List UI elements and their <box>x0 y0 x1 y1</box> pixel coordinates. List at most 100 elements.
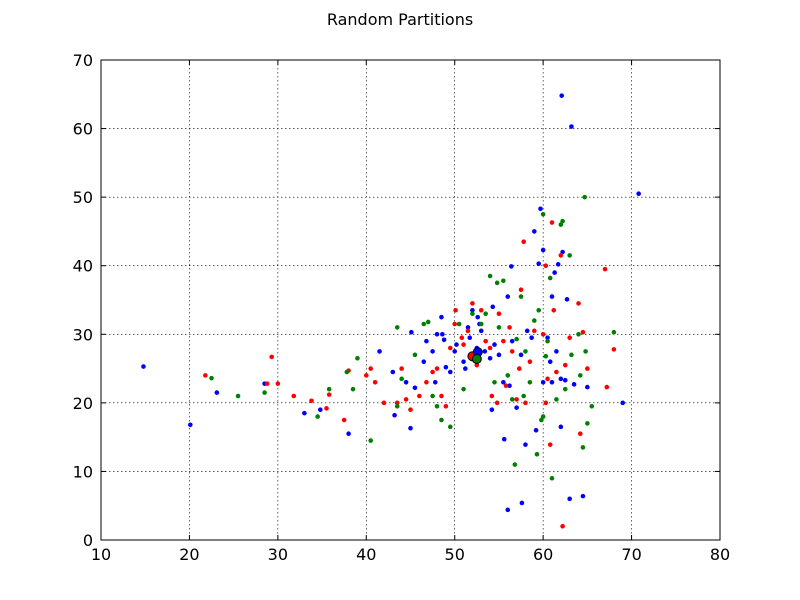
scatter-point <box>394 403 400 409</box>
scatter-point <box>533 427 539 433</box>
scatter-point <box>519 500 525 506</box>
scatter-point <box>560 249 565 255</box>
scatter-point <box>403 379 409 385</box>
scatter-point <box>424 338 429 344</box>
scatter-point <box>558 424 564 430</box>
scatter-point <box>372 379 378 385</box>
scatter-point <box>425 319 431 325</box>
y-tick-label: 20 <box>73 394 93 413</box>
scatter-point <box>529 335 534 341</box>
scatter-point <box>275 381 281 386</box>
scatter-point <box>547 442 553 447</box>
y-tick-label: 60 <box>73 120 93 139</box>
x-tick-label: 60 <box>533 545 553 564</box>
scatter-point <box>580 493 586 499</box>
scatter-point <box>509 264 514 269</box>
scatter-point <box>315 414 320 419</box>
scatter-point <box>478 328 484 334</box>
scatter-point <box>412 385 418 391</box>
scatter-point <box>447 424 453 430</box>
scatter-point <box>326 386 332 392</box>
scatter-point <box>559 93 565 98</box>
grid-lines <box>100 59 721 541</box>
scatter-point <box>430 393 435 399</box>
scatter-point <box>408 425 413 431</box>
scatter-point <box>602 266 608 272</box>
centroid-point <box>471 353 482 364</box>
y-tick-label: 10 <box>73 462 93 481</box>
x-tick-label: 50 <box>445 545 465 564</box>
scatter-point <box>432 379 438 385</box>
scatter-point <box>346 431 351 437</box>
scatter-point <box>483 311 488 317</box>
scatter-point <box>580 329 586 335</box>
scatter-point <box>492 379 497 385</box>
scatter-point <box>540 331 546 337</box>
scatter-point <box>501 379 506 385</box>
scatter-point <box>534 451 540 457</box>
scatter-point <box>318 407 323 413</box>
scatter-point <box>547 359 553 365</box>
scatter-point <box>532 328 537 334</box>
scatter-point <box>523 442 528 447</box>
scatter-point <box>558 376 564 382</box>
scatter-point <box>447 369 453 375</box>
scatter-point <box>291 393 297 399</box>
scatter-point <box>562 362 568 368</box>
scatter-point <box>377 349 382 354</box>
scatter-point <box>620 400 626 406</box>
scatter-point <box>540 211 546 217</box>
scatter-point <box>523 349 528 354</box>
x-tick-label: 40 <box>356 545 376 564</box>
scatter-point <box>611 329 617 335</box>
scatter-point <box>434 403 440 409</box>
scatter-point <box>552 270 557 275</box>
scatter-point <box>399 366 404 371</box>
scatter-point <box>567 496 572 502</box>
scatter-point <box>487 355 493 361</box>
scatter-point <box>589 403 595 409</box>
scatter-point <box>518 294 524 299</box>
scatter-point <box>439 393 444 399</box>
y-tick-label: 50 <box>73 188 93 207</box>
scatter-point <box>465 325 471 330</box>
scatter-point <box>562 377 568 383</box>
scatter-point <box>540 379 546 385</box>
scatter-point <box>507 325 512 330</box>
scatter-point <box>368 438 374 443</box>
scatter-point <box>636 191 641 197</box>
scatter-point <box>554 397 559 402</box>
scatter-point <box>430 349 435 354</box>
scatter-point <box>580 445 586 450</box>
scatter-point <box>496 311 502 317</box>
scatter-point <box>409 329 414 335</box>
scatter-point <box>538 206 543 212</box>
scatter-point <box>527 379 533 385</box>
scatter-point <box>536 261 542 266</box>
scatter-point <box>490 304 496 310</box>
scatter-point <box>512 462 518 467</box>
scatter-point <box>394 325 400 330</box>
scatter-point <box>501 338 506 344</box>
scatter-point <box>443 403 449 409</box>
scatter-point <box>394 400 400 406</box>
scatter-point <box>521 239 526 245</box>
scatter-point <box>474 362 480 368</box>
scatter-point <box>302 410 307 416</box>
scatter-point <box>496 325 502 330</box>
scatter-point <box>576 331 581 337</box>
scatter-point <box>505 294 511 299</box>
scatter-point <box>514 397 519 402</box>
scatter-point <box>399 376 404 382</box>
scatter-point <box>554 349 559 354</box>
scatter-point <box>461 359 466 365</box>
y-tick-label: 70 <box>73 51 93 70</box>
scatter-point <box>452 349 458 354</box>
scatter-point <box>403 397 409 402</box>
scatter-point <box>505 373 511 378</box>
chart-title: Random Partitions <box>326 10 474 29</box>
scatter-point <box>549 379 555 385</box>
scatter-point <box>478 307 484 313</box>
